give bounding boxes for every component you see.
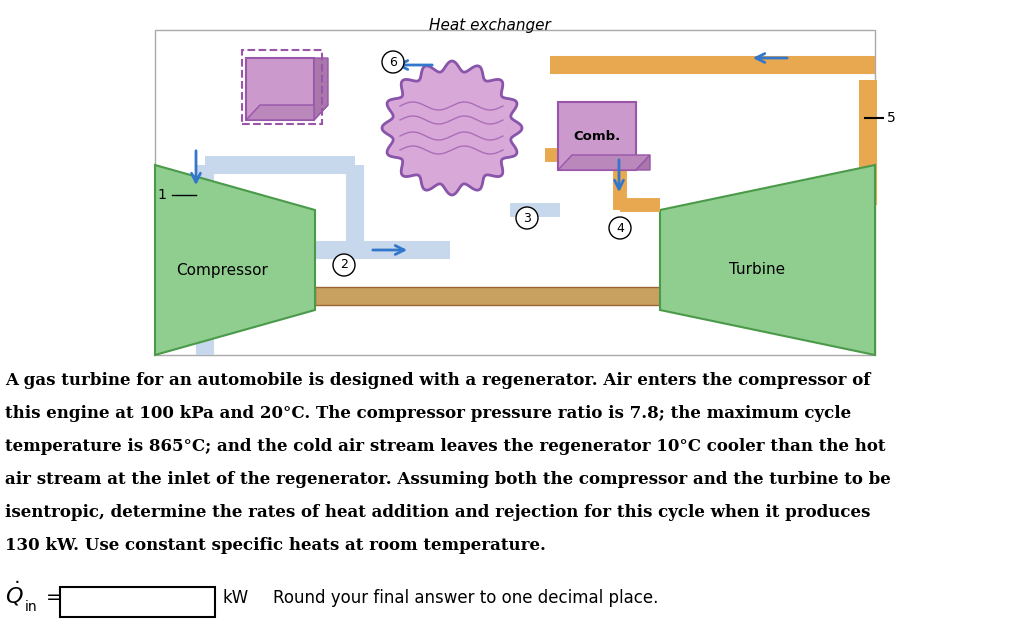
Circle shape <box>609 217 631 239</box>
Text: Heat exchanger: Heat exchanger <box>429 18 551 33</box>
Text: Compressor: Compressor <box>176 263 268 278</box>
Text: 3: 3 <box>523 211 530 224</box>
Text: Round your final answer to one decimal place.: Round your final answer to one decimal p… <box>273 589 658 607</box>
Text: this engine at 100 kPa and 20°C. The compressor pressure ratio is 7.8; the maxim: this engine at 100 kPa and 20°C. The com… <box>5 405 851 422</box>
Text: in: in <box>25 600 38 614</box>
Polygon shape <box>382 61 522 195</box>
Text: $\dot{Q}$: $\dot{Q}$ <box>5 579 24 608</box>
Text: air stream at the inlet of the regenerator. Assuming both the compressor and the: air stream at the inlet of the regenerat… <box>5 471 891 488</box>
Polygon shape <box>246 105 328 120</box>
Text: 2: 2 <box>340 258 348 271</box>
Bar <box>690 289 720 303</box>
Text: A gas turbine for an automobile is designed with a regenerator. Air enters the c: A gas turbine for an automobile is desig… <box>5 372 870 389</box>
Text: Turbine: Turbine <box>729 263 785 278</box>
Polygon shape <box>314 58 328 120</box>
Text: isentropic, determine the rates of heat addition and rejection for this cycle wh: isentropic, determine the rates of heat … <box>5 504 870 521</box>
Text: 130 kW. Use constant specific heats at room temperature.: 130 kW. Use constant specific heats at r… <box>5 537 546 554</box>
Circle shape <box>333 254 355 276</box>
Text: 6: 6 <box>389 56 397 68</box>
Bar <box>155 30 874 355</box>
Polygon shape <box>660 165 874 355</box>
Text: Comb.: Comb. <box>573 130 621 142</box>
Bar <box>242 50 322 124</box>
Polygon shape <box>636 155 650 170</box>
Text: =: = <box>46 587 62 606</box>
Bar <box>246 58 314 120</box>
Polygon shape <box>155 165 315 355</box>
FancyBboxPatch shape <box>558 102 636 170</box>
Polygon shape <box>558 155 650 170</box>
Text: 1: 1 <box>158 188 167 202</box>
Circle shape <box>382 51 404 73</box>
Text: temperature is 865°C; and the cold air stream leaves the regenerator 10°C cooler: temperature is 865°C; and the cold air s… <box>5 438 886 455</box>
Circle shape <box>516 207 538 229</box>
Text: 4: 4 <box>616 221 624 234</box>
Text: 5: 5 <box>887 111 896 125</box>
Bar <box>315 287 690 305</box>
Text: kW: kW <box>223 589 249 607</box>
Bar <box>60 587 215 617</box>
